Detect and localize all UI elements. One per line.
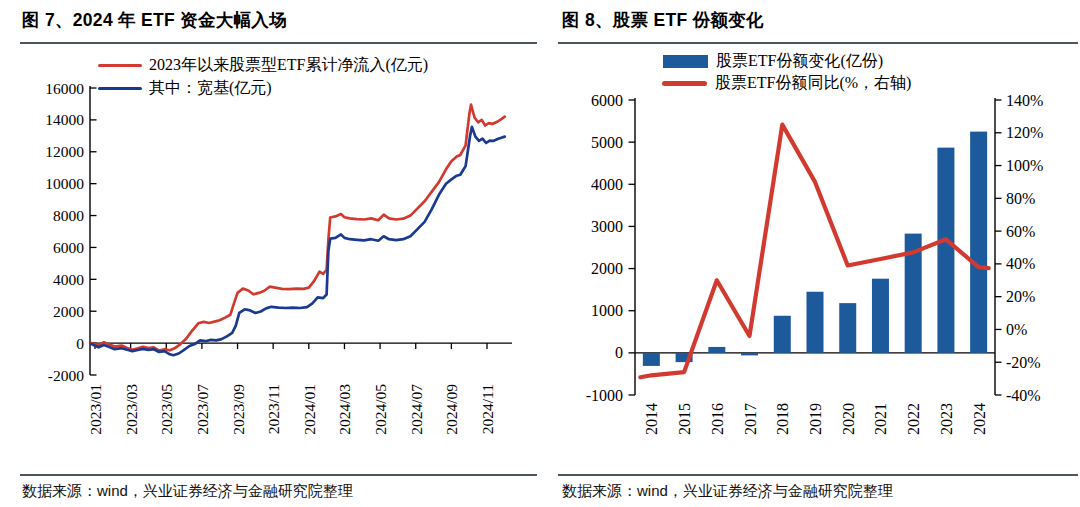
series-line-navy bbox=[91, 127, 504, 355]
figure-7-panel: 图 7、2024 年 ETF 资金大幅入场 2023年以来股票型ETF累计净流入… bbox=[0, 0, 540, 507]
svg-text:0%: 0% bbox=[1006, 321, 1027, 338]
svg-text:2024: 2024 bbox=[971, 403, 988, 435]
right-axis-labels: -40% -20% 0% 20% 40% 60% 80% 100% 120% 140% bbox=[995, 92, 1043, 404]
svg-text:2024/03: 2024/03 bbox=[336, 384, 353, 435]
svg-text:2024/07: 2024/07 bbox=[408, 384, 425, 435]
svg-text:2024/01: 2024/01 bbox=[301, 384, 318, 435]
svg-text:2024/11: 2024/11 bbox=[479, 384, 496, 434]
svg-text:14000: 14000 bbox=[45, 111, 84, 128]
series-bars bbox=[643, 132, 987, 366]
svg-text:2022: 2022 bbox=[905, 403, 922, 435]
svg-text:2023/09: 2023/09 bbox=[230, 384, 247, 435]
x-axis-labels: 2014 2015 2016 2017 2018 2019 2020 2021 2022 2023… bbox=[643, 403, 987, 435]
svg-text:2023/07: 2023/07 bbox=[194, 384, 211, 435]
svg-text:2021: 2021 bbox=[872, 403, 889, 435]
svg-text:2020: 2020 bbox=[840, 403, 857, 435]
figure-8-source-rule bbox=[558, 474, 1078, 476]
etf-share-bar-line-chart: -1000 0 1000 2000 3000 4000 5000 6000 -40% -20% 0%… bbox=[540, 0, 1080, 470]
svg-text:40%: 40% bbox=[1006, 255, 1035, 272]
svg-text:2017: 2017 bbox=[742, 403, 759, 435]
svg-text:2000: 2000 bbox=[591, 260, 623, 277]
left-axis-labels: -1000 0 1000 2000 3000 4000 5000 6000 bbox=[586, 92, 635, 404]
svg-text:0: 0 bbox=[76, 335, 84, 352]
svg-text:20%: 20% bbox=[1006, 288, 1035, 305]
svg-text:2014: 2014 bbox=[643, 403, 660, 435]
figure-7-source: 数据来源：wind，兴业证券经济与金融研究院整理 bbox=[22, 482, 353, 501]
svg-text:140%: 140% bbox=[1006, 92, 1043, 109]
svg-text:4000: 4000 bbox=[591, 176, 623, 193]
etf-inflow-line-chart: -2000 0 2000 4000 6000 8000 10000 12000 14000 160… bbox=[0, 0, 540, 470]
svg-text:-20%: -20% bbox=[1006, 354, 1041, 371]
svg-text:16000: 16000 bbox=[45, 80, 84, 97]
svg-text:120%: 120% bbox=[1006, 124, 1043, 141]
figure-8-source: 数据来源：wind，兴业证券经济与金融研究院整理 bbox=[562, 482, 893, 501]
svg-text:2000: 2000 bbox=[53, 303, 84, 320]
svg-text:4000: 4000 bbox=[53, 271, 84, 288]
svg-text:2016: 2016 bbox=[709, 403, 726, 435]
axes bbox=[90, 86, 512, 375]
svg-text:0: 0 bbox=[615, 344, 623, 361]
figure-7-source-rule bbox=[20, 474, 537, 476]
svg-text:-1000: -1000 bbox=[586, 387, 623, 404]
svg-text:2023/01: 2023/01 bbox=[87, 384, 104, 435]
svg-text:3000: 3000 bbox=[591, 218, 623, 235]
svg-text:2023: 2023 bbox=[938, 403, 955, 435]
series-line-red bbox=[91, 105, 504, 351]
svg-text:80%: 80% bbox=[1006, 190, 1035, 207]
svg-text:6000: 6000 bbox=[591, 92, 623, 109]
svg-text:6000: 6000 bbox=[53, 239, 84, 256]
figure-8-panel: 图 8、股票 ETF 份额变化 股票ETF份额变化(亿份) 股票ETF份额同比(… bbox=[540, 0, 1080, 507]
svg-text:2023/11: 2023/11 bbox=[265, 384, 282, 434]
svg-text:2019: 2019 bbox=[807, 403, 824, 435]
svg-text:2015: 2015 bbox=[676, 403, 693, 435]
svg-text:12000: 12000 bbox=[45, 143, 84, 160]
svg-text:2024/05: 2024/05 bbox=[372, 384, 389, 435]
svg-text:5000: 5000 bbox=[591, 134, 623, 151]
svg-text:2024/09: 2024/09 bbox=[443, 384, 460, 435]
svg-text:2018: 2018 bbox=[774, 403, 791, 435]
svg-text:2023/05: 2023/05 bbox=[158, 384, 175, 435]
report-figures-page: { "panels": [ { "title": "图 7、2024 年 ETF… bbox=[0, 0, 1080, 507]
x-axis-labels: 2023/01 2023/03 2023/05 2023/07 2023/09 2023/… bbox=[87, 343, 496, 435]
svg-text:1000: 1000 bbox=[591, 302, 623, 319]
y-axis-labels: -2000 0 2000 4000 6000 8000 10000 12000 14000 160… bbox=[45, 80, 96, 384]
svg-text:-40%: -40% bbox=[1006, 387, 1041, 404]
svg-text:2023/03: 2023/03 bbox=[123, 384, 140, 435]
svg-text:60%: 60% bbox=[1006, 223, 1035, 240]
svg-text:100%: 100% bbox=[1006, 157, 1043, 174]
svg-text:-2000: -2000 bbox=[48, 367, 84, 384]
svg-text:8000: 8000 bbox=[53, 207, 84, 224]
svg-text:10000: 10000 bbox=[45, 175, 84, 192]
